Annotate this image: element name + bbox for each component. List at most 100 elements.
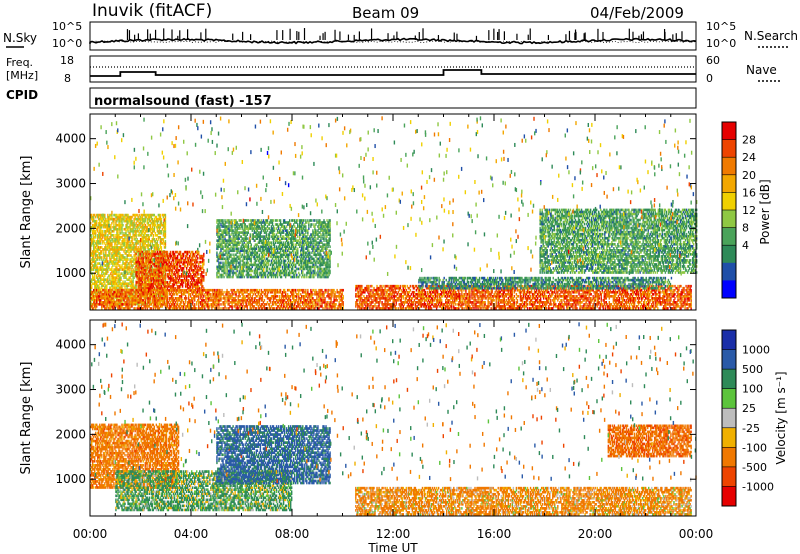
nsearch-line	[90, 41, 696, 43]
data-cell	[194, 303, 195, 306]
data-cell	[165, 214, 166, 217]
data-cell	[153, 234, 154, 237]
data-cell	[324, 297, 325, 300]
data-cell	[113, 234, 114, 237]
data-cell	[198, 273, 199, 276]
data-cell	[222, 219, 223, 222]
freq-line	[90, 70, 696, 76]
data-cell	[280, 289, 281, 292]
data-cell	[305, 289, 306, 292]
data-cell	[239, 295, 240, 298]
data-cell	[343, 295, 344, 298]
cpid-label: CPID	[6, 88, 38, 102]
data-cell	[143, 253, 144, 256]
data-cell	[295, 289, 296, 292]
data-cell	[120, 276, 121, 279]
data-cell	[264, 299, 265, 302]
data-cell	[312, 293, 313, 296]
data-cell	[121, 289, 122, 292]
freq-right-tick-bottom: 0	[706, 72, 713, 85]
freq-tick-top: 18	[60, 54, 74, 67]
freq-label-line2: [MHz]	[6, 69, 38, 82]
data-cell	[197, 257, 198, 260]
data-cell	[223, 276, 224, 279]
data-cell	[98, 289, 99, 292]
data-cell	[220, 307, 221, 310]
nsky-trace	[90, 28, 696, 44]
nsky-panel-frame	[90, 22, 696, 50]
data-cell	[202, 289, 203, 292]
data-cell	[336, 299, 337, 302]
data-cell	[259, 289, 260, 292]
data-cell	[322, 307, 323, 310]
freq-panel-frame	[90, 56, 696, 82]
nsearch-label: N.Search	[744, 29, 798, 43]
data-cell	[148, 275, 149, 278]
data-cell	[223, 291, 224, 294]
data-cell	[325, 289, 326, 292]
beam-title: Beam 09	[352, 4, 419, 22]
data-cell	[111, 289, 112, 292]
data-cell	[343, 301, 344, 304]
freq-tick-bottom: 8	[64, 72, 71, 85]
data-cell	[149, 248, 150, 251]
data-cell	[167, 291, 168, 294]
data-cell	[132, 289, 133, 292]
data-cell	[277, 295, 278, 298]
data-cell	[167, 251, 168, 254]
data-cell	[334, 291, 335, 294]
data-cell	[151, 269, 152, 272]
data-cell	[165, 273, 166, 276]
data-cell	[203, 259, 204, 262]
data-cell	[189, 289, 190, 292]
station-title: Inuvik (fitACF)	[92, 1, 212, 21]
data-cell	[96, 220, 97, 223]
freq-label-line1: Freq.	[6, 56, 33, 69]
cpid-program: normalsound (fast) -157	[94, 94, 272, 109]
data-cell	[153, 289, 154, 292]
data-cell	[101, 256, 102, 259]
data-cell	[127, 258, 128, 261]
nsky-tick-bottom: 10^0	[52, 37, 82, 50]
data-cell	[161, 218, 162, 221]
data-cell	[279, 295, 280, 298]
data-cell	[160, 214, 161, 217]
data-cell	[165, 240, 166, 243]
data-cell	[221, 289, 222, 292]
freq-right-tick-top: 60	[706, 54, 720, 67]
data-cell	[122, 224, 123, 227]
data-cell	[163, 271, 164, 274]
data-cell	[180, 251, 181, 254]
data-cell	[222, 245, 223, 248]
data-cell	[135, 257, 136, 260]
data-cell	[132, 303, 133, 306]
data-cell	[248, 289, 249, 292]
data-cell	[262, 295, 263, 298]
nsky-right-tick-top: 10^5	[706, 20, 736, 33]
data-cell	[256, 307, 257, 310]
data-cell	[135, 253, 136, 256]
data-cell	[203, 269, 204, 272]
data-cell	[151, 307, 152, 310]
data-cell	[158, 244, 159, 247]
data-cell	[216, 251, 217, 254]
data-cell	[186, 297, 187, 300]
data-cell	[170, 251, 171, 254]
data-cell	[335, 303, 336, 306]
nsky-tick-top: 10^5	[52, 20, 82, 33]
data-cell	[220, 262, 221, 265]
data-cell	[225, 307, 226, 310]
nsky-line	[90, 39, 696, 45]
data-cell	[104, 214, 105, 217]
data-cell	[203, 275, 204, 278]
data-cell	[210, 293, 211, 296]
data-cell	[134, 307, 135, 310]
data-cell	[328, 289, 329, 292]
freq-trace	[90, 67, 696, 76]
data-cell	[274, 307, 275, 310]
nsky-right-tick-bottom: 10^0	[706, 37, 736, 50]
date-title: 04/Feb/2009	[590, 4, 684, 22]
data-cell	[285, 291, 286, 294]
data-cell	[307, 289, 308, 292]
